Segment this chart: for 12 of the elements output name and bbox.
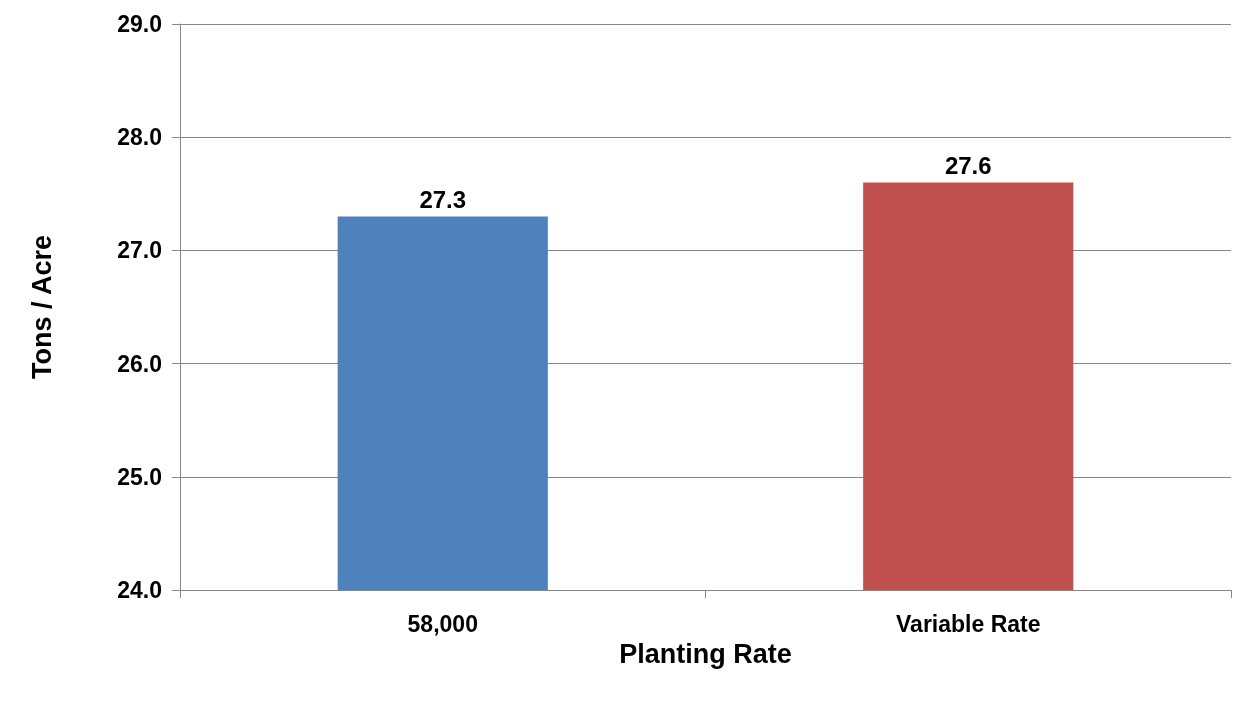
y-tick-label: 27.0: [117, 237, 162, 264]
data-label: 27.6: [944, 151, 992, 179]
y-tick-label: 29.0: [117, 11, 162, 37]
y-axis-title: Tons / Acre: [26, 234, 57, 380]
y-tick-label: 26.0: [117, 350, 162, 377]
x-tick-label: 58,000: [407, 610, 478, 637]
x-axis-title: Planting Rate: [619, 638, 792, 669]
y-tick-label: 25.0: [117, 463, 162, 490]
y-tick-label: 28.0: [117, 124, 162, 151]
x-tick-label: Variable Rate: [896, 610, 1041, 637]
data-label: 27.3: [419, 185, 467, 213]
y-tick-label: 24.0: [117, 577, 162, 603]
